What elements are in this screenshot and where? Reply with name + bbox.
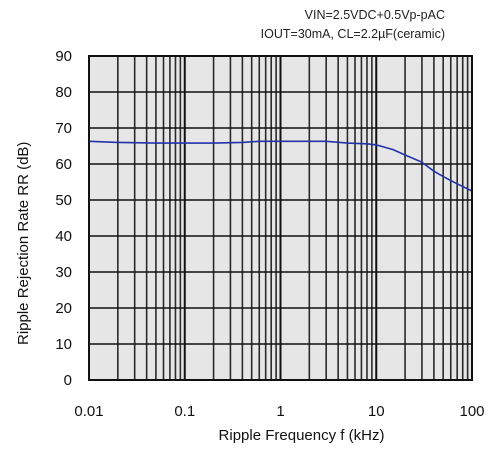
tick-labels: 0 10 20 30 40 50 60 70 80 90 0.01 0.1 1 10 100 — [55, 48, 484, 420]
x-tick-label: 100 — [459, 403, 484, 420]
y-tick-label: 20 — [55, 300, 72, 317]
y-tick-label: 90 — [55, 48, 72, 65]
series-group — [88, 140, 473, 192]
y-tick-label: 40 — [55, 228, 72, 245]
series-line-ripple-rejection — [88, 140, 473, 192]
test-condition-iout: IOUT=30mA, CL=2.2µF(ceramic) — [260, 27, 445, 41]
y-tick-label: 10 — [55, 336, 72, 353]
x-tick-label: 0.01 — [74, 403, 103, 420]
x-tick-label: 0.1 — [174, 403, 195, 420]
minor-grid — [117, 56, 469, 380]
x-axis-label: Ripple Frequency f (kHz) — [218, 427, 385, 444]
test-condition-vin: VIN=2.5VDC+0.5Vp-pAC — [304, 8, 445, 22]
y-tick-label: 70 — [55, 120, 72, 137]
x-tick-label: 1 — [276, 403, 284, 420]
y-tick-label: 50 — [55, 192, 72, 209]
y-tick-label: 60 — [55, 156, 72, 173]
y-tick-label: 0 — [64, 372, 72, 389]
y-tick-label: 80 — [55, 84, 72, 101]
x-tick-label: 10 — [368, 403, 385, 420]
y-axis-label: Ripple Rejection Rate RR (dB) — [15, 141, 32, 345]
plot-frame — [88, 55, 473, 381]
y-tick-label: 30 — [55, 264, 72, 281]
